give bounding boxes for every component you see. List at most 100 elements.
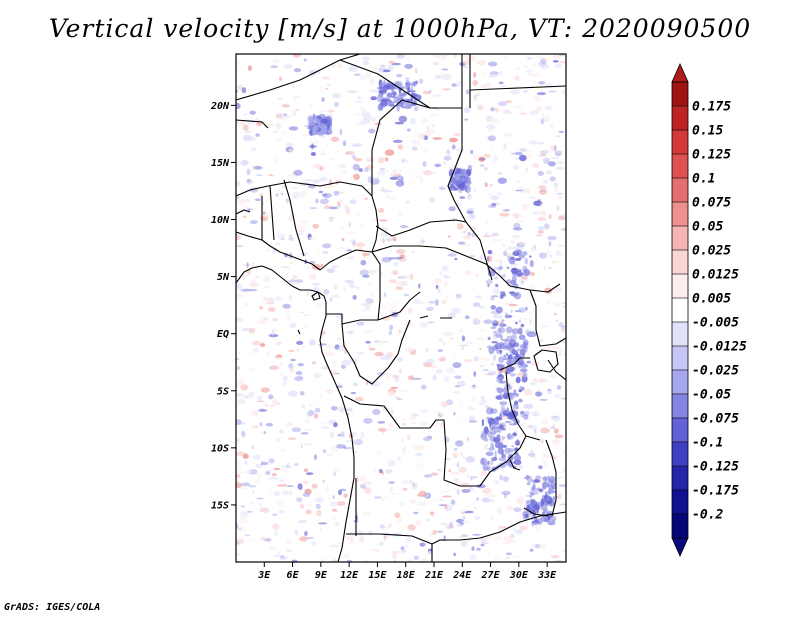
- shading-cell-strong: [504, 385, 513, 391]
- shading-cell: [339, 128, 343, 136]
- shading-cell: [395, 256, 403, 260]
- shading-cell-strong: [495, 376, 504, 380]
- shading-cell: [376, 549, 380, 553]
- shading-cell: [516, 187, 527, 193]
- shading-cell: [261, 208, 268, 212]
- colorbar-segment: [672, 250, 688, 275]
- shading-cell: [279, 117, 288, 121]
- shading-cell: [449, 141, 455, 146]
- shading-cell: [447, 312, 456, 319]
- shading-cell: [510, 239, 516, 244]
- shading-cell: [268, 367, 275, 370]
- shading-cell: [359, 106, 367, 113]
- shading-cell: [387, 460, 396, 467]
- shading-cell: [443, 375, 450, 382]
- colorbar-segment: [672, 490, 688, 515]
- colorbar-segment: [672, 130, 688, 155]
- shading-cell-strong: [487, 256, 489, 262]
- shading-cell: [280, 265, 291, 269]
- shading-cell: [516, 498, 524, 505]
- shading-cell: [268, 174, 274, 177]
- shading-cell: [515, 157, 521, 160]
- colorbar-label: -0.175: [692, 484, 739, 499]
- shading-cell: [532, 95, 540, 102]
- shading-cell-strong: [521, 386, 525, 391]
- shading-cell-strong: [525, 475, 531, 480]
- shading-cell: [430, 472, 439, 476]
- shading-cell: [237, 366, 240, 370]
- shading-cell: [471, 232, 476, 238]
- shading-cell: [478, 305, 485, 309]
- shading-cell: [363, 417, 373, 424]
- shading-cell: [249, 220, 258, 225]
- shading-cell: [292, 274, 298, 280]
- shading-cell: [334, 521, 340, 526]
- shading-cell: [252, 340, 261, 346]
- shading-cell: [465, 456, 475, 463]
- shading-cell-strong: [499, 379, 504, 384]
- shading-cell: [488, 552, 491, 556]
- shading-cell-strong: [544, 476, 547, 483]
- shading-cell: [260, 536, 267, 541]
- shading-cell: [262, 276, 271, 282]
- shading-cell: [406, 169, 413, 171]
- shading-cell-strong: [415, 80, 418, 85]
- shading-cell-strong: [493, 425, 500, 433]
- shading-cell: [473, 371, 477, 377]
- shading-cell: [500, 541, 510, 545]
- border-nw: [236, 119, 269, 129]
- shading-cell: [407, 524, 416, 531]
- shading-cell: [252, 347, 260, 354]
- lake-tanganyika: [505, 371, 541, 441]
- shading-cell: [339, 225, 345, 232]
- shading-cell: [362, 274, 370, 278]
- shading-cell: [297, 483, 303, 490]
- shading-cell: [318, 153, 327, 156]
- shading-cell-strong: [522, 251, 528, 256]
- shading-cell: [485, 232, 488, 238]
- shading-cell: [553, 428, 559, 434]
- shading-cell: [332, 93, 341, 99]
- shading-cell-strong: [490, 431, 497, 435]
- shading-cell: [371, 269, 381, 272]
- shading-cell-strong: [495, 283, 499, 288]
- shading-cell: [453, 519, 456, 522]
- shading-cell: [555, 319, 559, 322]
- shading-cell: [474, 515, 481, 521]
- shading-cell: [408, 54, 412, 60]
- shading-cell: [548, 241, 552, 247]
- shading-cell-strong: [490, 459, 494, 466]
- shading-cell: [532, 378, 539, 383]
- shading-cell: [483, 444, 488, 450]
- shading-cell: [247, 510, 253, 513]
- shading-cell: [363, 115, 372, 122]
- shading-cell: [331, 559, 338, 562]
- shading-cell: [515, 189, 524, 192]
- shading-cell-strong: [511, 328, 520, 335]
- shading-cell: [419, 322, 429, 328]
- shading-cell: [454, 375, 462, 379]
- shading-cell: [442, 495, 452, 498]
- shading-cell: [424, 130, 432, 137]
- shading-cell: [483, 319, 493, 325]
- shading-cell: [250, 147, 257, 152]
- shading-cell: [263, 431, 266, 434]
- shading-cell-strong: [401, 85, 409, 89]
- colorbar: 0.175 0.15 0.125 0.1 0.075 0.05 0.025 0.0125 0.0…: [671, 63, 747, 557]
- shading-cell: [277, 484, 287, 487]
- shading-cell: [274, 190, 283, 195]
- shading-cell: [475, 491, 478, 494]
- shading-cell: [282, 379, 287, 387]
- shading-cell-strong: [513, 404, 516, 412]
- shading-cell: [519, 278, 528, 282]
- shading-cell: [255, 463, 262, 469]
- shading-cell: [359, 476, 367, 481]
- shading-cell-strong: [548, 475, 556, 483]
- shading-cell: [415, 520, 422, 526]
- shading-cell: [304, 419, 310, 424]
- shading-cell: [290, 197, 297, 200]
- shading-cell-strong: [529, 260, 534, 268]
- shading-cell: [256, 395, 263, 401]
- shading-cell: [448, 252, 458, 258]
- shading-cell-strong: [503, 250, 508, 257]
